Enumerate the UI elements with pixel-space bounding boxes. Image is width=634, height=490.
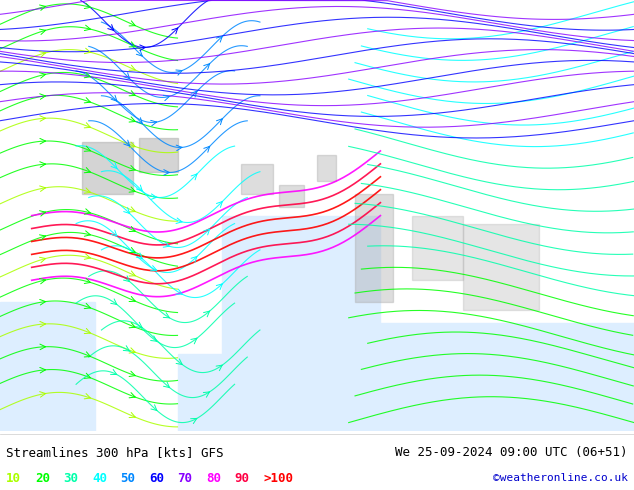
Bar bbox=[222, 216, 380, 367]
Bar bbox=[82, 142, 133, 194]
Text: 90: 90 bbox=[235, 472, 250, 485]
Text: 50: 50 bbox=[120, 472, 136, 485]
Text: 70: 70 bbox=[178, 472, 193, 485]
Text: 10: 10 bbox=[6, 472, 22, 485]
Text: ©weatheronline.co.uk: ©weatheronline.co.uk bbox=[493, 473, 628, 483]
Bar bbox=[0, 302, 95, 431]
Bar bbox=[463, 224, 539, 311]
Text: >100: >100 bbox=[263, 472, 293, 485]
Bar bbox=[412, 216, 463, 280]
Bar bbox=[241, 164, 273, 194]
Text: 20: 20 bbox=[35, 472, 50, 485]
Bar bbox=[355, 194, 393, 302]
Bar bbox=[279, 185, 304, 207]
Bar bbox=[178, 354, 380, 431]
Bar bbox=[380, 323, 634, 431]
Text: We 25-09-2024 09:00 UTC (06+51): We 25-09-2024 09:00 UTC (06+51) bbox=[395, 446, 628, 459]
Bar bbox=[139, 138, 178, 172]
Text: 40: 40 bbox=[92, 472, 107, 485]
Text: 80: 80 bbox=[206, 472, 221, 485]
Text: 30: 30 bbox=[63, 472, 79, 485]
Bar bbox=[317, 155, 336, 181]
Text: Streamlines 300 hPa [kts] GFS: Streamlines 300 hPa [kts] GFS bbox=[6, 446, 224, 459]
Text: 60: 60 bbox=[149, 472, 164, 485]
